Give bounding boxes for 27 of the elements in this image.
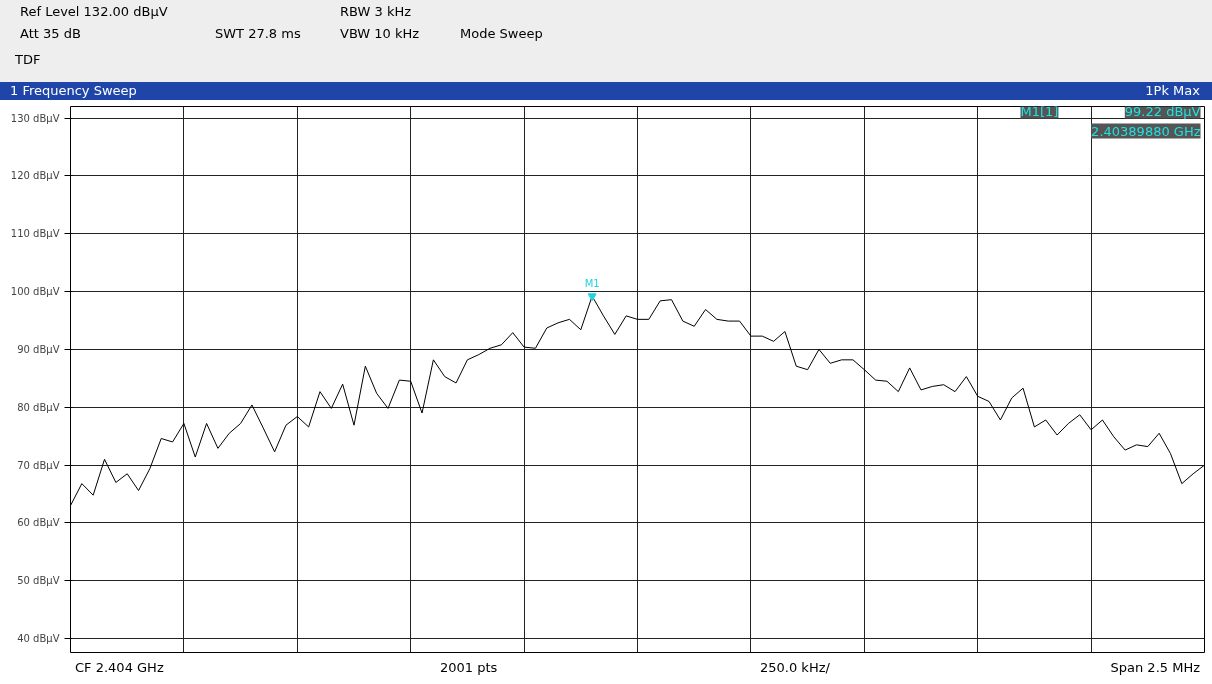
text: Mode Sweep	[460, 26, 543, 41]
annotation: M1	[584, 278, 600, 290]
y-tick-label: 60 dBµV	[17, 517, 60, 529]
y-tick-label: 80 dBµV	[17, 401, 60, 413]
chart-title: 1 Frequency Sweep	[10, 83, 137, 98]
text: 2001 pts	[440, 660, 498, 675]
text: Att 35 dB	[20, 26, 81, 41]
y-tick-label: 50 dBµV	[17, 575, 60, 587]
y-tick-label: 90 dBµV	[17, 343, 60, 355]
y-tick-label: 110 dBµV	[10, 228, 60, 240]
text: RBW 3 kHz	[340, 4, 412, 19]
text: 250.0 kHz/	[760, 660, 830, 675]
text: CF 2.404 GHz	[75, 660, 164, 675]
text: Ref Level 132.00 dBµV	[20, 4, 168, 19]
y-tick-label: 130 dBµV	[10, 112, 60, 124]
text: 1Pk Max	[1145, 83, 1200, 98]
text: SWT 27.8 ms	[215, 26, 301, 41]
annotation: M1[1]	[1020, 103, 1059, 119]
text: TDF	[15, 52, 41, 67]
text: VBW 10 kHz	[340, 26, 420, 41]
y-tick-label: 70 dBµV	[17, 459, 60, 471]
text: Span 2.5 MHz	[1110, 660, 1200, 675]
y-tick-label: 100 dBµV	[10, 286, 60, 298]
annotation: 2.40389880 GHz	[1091, 123, 1201, 139]
annotation: 99.22 dBµV	[1124, 103, 1201, 119]
y-tick-label: 40 dBµV	[17, 633, 60, 645]
y-tick-label: 120 dBµV	[10, 170, 60, 182]
